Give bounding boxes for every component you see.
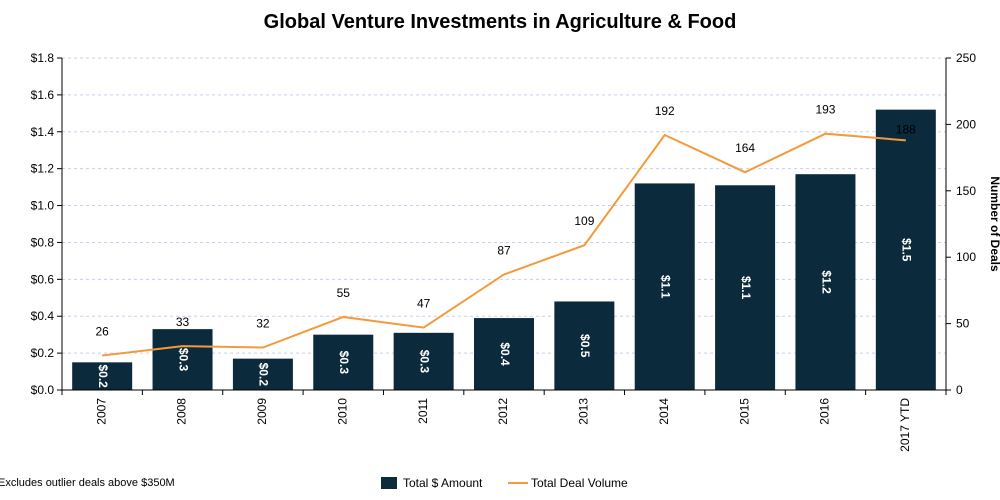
x-axis-tick-label: 2011 (416, 398, 430, 424)
y-axis-right-tick-label: 250 (956, 51, 976, 65)
legend-swatch-bar (381, 477, 397, 489)
x-axis-tick-label: 2012 (496, 398, 510, 425)
y-axis-left-tick-label: $0.8 (31, 235, 55, 249)
bar-value-label: $0.4 (498, 342, 512, 366)
y-axis-left-tick-label: $1.2 (31, 162, 55, 176)
bar (393, 332, 454, 390)
bar (795, 174, 856, 390)
point-value-label: 188 (896, 122, 916, 136)
point-value-label: 32 (256, 317, 270, 331)
point-value-label: 47 (417, 297, 431, 311)
y-axis-right-label: Number of Deals (988, 176, 1000, 272)
x-axis-tick-label: 2017 YTD (898, 398, 912, 452)
bar-value-label: $0.2 (96, 364, 110, 388)
x-axis-tick-label: 2010 (335, 398, 349, 425)
point-value-label: 87 (497, 243, 511, 257)
bar-value-label: $0.3 (417, 350, 431, 374)
legend-label-line: Total Deal Volume (531, 476, 628, 490)
x-axis-tick-label: 2007 (94, 398, 108, 425)
point-value-label: 33 (176, 315, 190, 329)
y-axis-left-tick-label: $0.4 (31, 309, 55, 323)
bar-value-label: $1.2 (819, 270, 833, 294)
bar (554, 301, 615, 390)
legend: Total $ Amount Total Deal Volume (381, 476, 628, 490)
bar-value-label: $0.3 (337, 351, 351, 375)
x-axis-tick-label: 2016 (818, 398, 832, 425)
y-axis-left-tick-label: $1.4 (31, 125, 55, 139)
y-axis-left-tick-label: $0.2 (31, 346, 55, 360)
point-value-label: 164 (735, 141, 755, 155)
x-axis-tick-label: 2015 (737, 398, 751, 425)
point-value-label: 26 (96, 324, 110, 338)
bar-value-label: $0.5 (578, 334, 592, 358)
point-value-label: 192 (655, 104, 675, 118)
bar-value-label: $0.2 (257, 363, 271, 387)
x-axis-tick-label: 2014 (657, 398, 671, 425)
bar-value-label: $0.3 (176, 348, 190, 372)
bar (474, 318, 534, 390)
y-axis-right-tick-label: 150 (956, 184, 976, 198)
bar-series: $0.2 $0.3 $0.2 $0.3 $0.3 $0.4 $0.5 $1.1 $1.1 $1.2… (72, 109, 936, 391)
footnote: Excludes outlier deals above $350M (0, 477, 175, 489)
bar (875, 109, 936, 391)
bar (715, 185, 776, 390)
axes: $0.0 $0.2 $0.4 $0.6 $0.8 $1.0 $1.2 $1.4 $1.6 $1.8… (31, 51, 977, 452)
y-axis-right-tick-label: 50 (956, 317, 970, 331)
y-axis-left-tick-label: $1.0 (31, 199, 55, 213)
point-value-label: 109 (574, 214, 594, 228)
y-axis-right-tick-label: 0 (956, 383, 963, 397)
legend-label-bar: Total $ Amount (403, 476, 483, 490)
y-axis-left-tick-label: $0.0 (31, 383, 55, 397)
x-axis-tick-label: 2013 (577, 398, 591, 425)
deal-volume-line (102, 132, 906, 357)
y-axis-left-tick-label: $1.8 (31, 51, 55, 65)
bar-value-label: $1.5 (900, 238, 914, 262)
bar (72, 362, 133, 390)
line-series: 26 33 32 55 47 87 109 192 164 193 188 (96, 103, 916, 357)
y-axis-right-tick-label: 100 (956, 250, 976, 264)
bar-value-label: $1.1 (739, 276, 753, 300)
bar (313, 334, 374, 390)
point-value-label: 193 (815, 103, 835, 117)
bar (152, 329, 213, 390)
bar (634, 183, 695, 390)
y-axis-left-tick-label: $1.6 (31, 88, 55, 102)
chart-title: Global Venture Investments in Agricultur… (264, 11, 737, 33)
x-axis-tick-label: 2008 (175, 398, 189, 425)
bar (232, 358, 293, 390)
x-axis-tick-label: 2009 (255, 398, 269, 425)
bar-value-label: $1.1 (659, 275, 673, 299)
y-axis-left-tick-label: $0.6 (31, 272, 55, 286)
y-axis-right-tick-label: 200 (956, 117, 976, 131)
point-value-label: 55 (337, 286, 351, 300)
